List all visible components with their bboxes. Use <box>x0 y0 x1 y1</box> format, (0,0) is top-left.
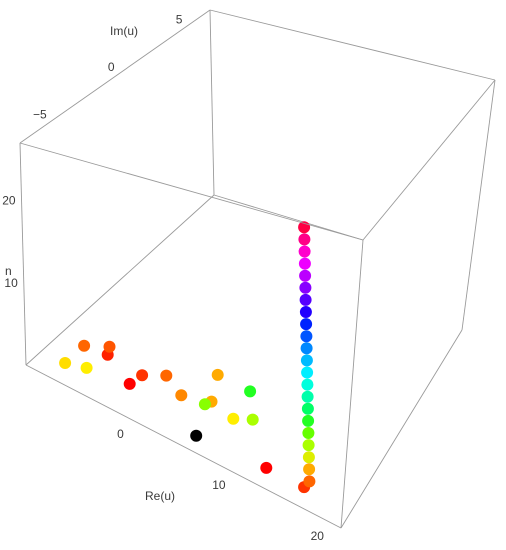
axis-ticks: 0 10 20 −5 0 5 10 20 <box>2 13 324 543</box>
tick-label: 0 <box>108 60 115 74</box>
data-point <box>300 342 313 355</box>
data-point <box>301 390 314 403</box>
data-point <box>299 306 312 318</box>
data-point <box>302 451 315 464</box>
data-point <box>246 413 259 426</box>
box-edge <box>362 79 496 241</box>
box-edge <box>461 79 496 331</box>
tick-label: 10 <box>4 276 18 290</box>
tick-label: 10 <box>212 478 226 492</box>
axis-label-n: n <box>5 264 12 278</box>
axis-label-im: Im(u) <box>110 24 138 38</box>
data-point <box>80 361 93 374</box>
box-edge <box>19 142 364 241</box>
box-edge <box>19 142 27 366</box>
tick-label: 5 <box>176 13 183 27</box>
tick-label: 20 <box>311 529 325 543</box>
data-point <box>299 281 312 294</box>
box-edge <box>209 9 215 196</box>
data-point <box>198 398 211 411</box>
bounding-box-front <box>19 79 496 529</box>
data-point <box>123 377 136 390</box>
data-point <box>301 366 314 379</box>
data-point <box>59 357 72 369</box>
data-point <box>300 318 313 331</box>
data-point <box>211 368 224 381</box>
axis-label-re: Re(u) <box>145 489 175 503</box>
box-edge <box>19 9 211 144</box>
data-point <box>298 233 311 246</box>
data-point <box>260 461 273 474</box>
data-point <box>303 475 316 488</box>
data-point <box>299 293 312 306</box>
data-point <box>303 463 316 476</box>
data-point <box>300 330 313 343</box>
box-edge <box>340 239 364 529</box>
box-edge <box>209 9 496 81</box>
bounding-box-back <box>19 9 496 366</box>
data-point <box>302 414 315 427</box>
data-point <box>78 339 91 352</box>
data-point <box>136 369 149 382</box>
data-point <box>103 340 116 353</box>
data-point <box>175 389 188 402</box>
data-point <box>227 412 240 425</box>
tick-label: −5 <box>33 108 47 122</box>
data-point <box>298 257 311 270</box>
tick-label: 0 <box>117 427 124 441</box>
data-point <box>302 439 315 452</box>
box-edge <box>340 329 463 529</box>
data-point <box>244 385 257 398</box>
data-point <box>190 429 203 442</box>
data-point <box>301 378 314 391</box>
tick-label: 20 <box>2 194 16 208</box>
box-edge <box>213 194 364 241</box>
box-edge <box>25 364 342 529</box>
data-point <box>160 369 173 382</box>
data-point <box>301 402 314 415</box>
data-point <box>302 427 315 439</box>
data-point <box>299 269 312 282</box>
data-point <box>300 354 313 367</box>
data-points <box>59 221 316 494</box>
box-edge <box>25 194 215 366</box>
data-point <box>298 245 311 258</box>
